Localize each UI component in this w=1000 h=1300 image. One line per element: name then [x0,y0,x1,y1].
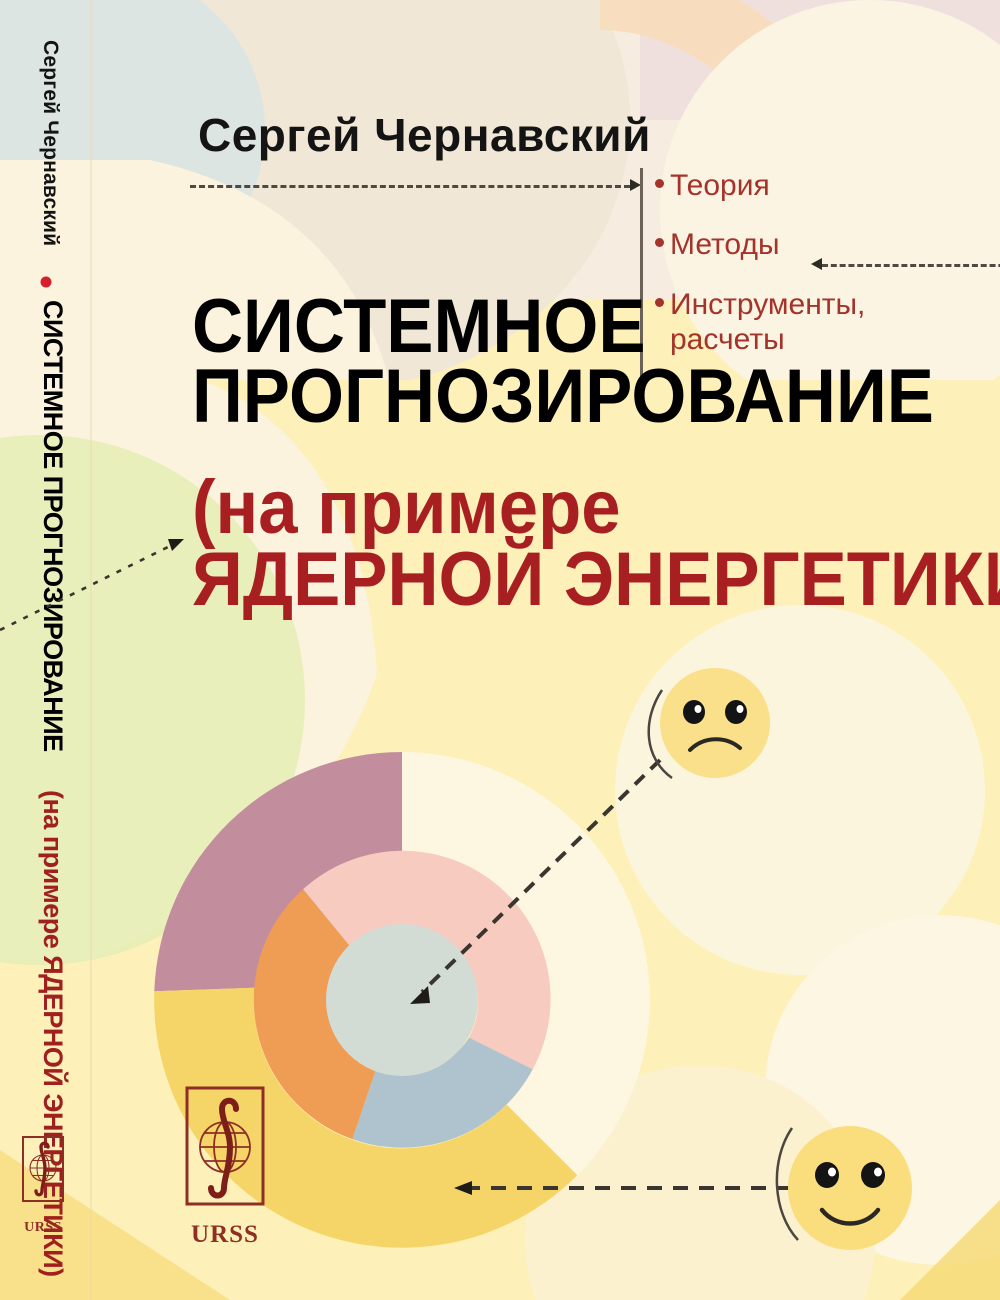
bullet-dot-icon [655,297,664,307]
dashed-arrow-author-head [630,179,641,191]
bullet-item-methods: Методы [655,227,865,262]
inner-slice-orange [253,889,377,1140]
spine-publisher-name: URSS [24,1220,62,1235]
author-name: Сергей Чернавский [198,109,651,161]
bullet-label: Теория [670,169,770,202]
book-subtitle: (на примере ЯДЕРНОЙ ЭНЕРГЕТИКИ) [192,465,1000,623]
bullet-label: Методы [670,228,780,262]
spine-title: СИСТЕМНОЕ ПРОГНОЗИРОВАНИЕ [38,300,68,752]
outer-slice-mauve [154,752,402,992]
front-publisher-name: URSS [191,1221,259,1248]
bullet-label: Инструменты, [670,287,866,321]
book-spine: Сергей Чернавский СИСТЕМНОЕ ПРОГНОЗИРОВА… [0,0,92,1300]
book-title: СИСТЕМНОЕ ПРОГНОЗИРОВАНИЕ [192,284,934,439]
title-line-2: ПРОГНОЗИРОВАНИЕ [192,353,934,439]
bullet-label-second-line: расчеты [670,323,785,357]
bullet-dot-icon [655,179,664,188]
spine-author: Сергей Чернавский [39,40,62,247]
dashed-arrow-author-line [190,185,630,188]
donut-hub [326,924,478,1076]
spine-publisher-logo: URSS [21,1135,65,1236]
dotted-arrow-right-head [168,539,184,551]
subtitle-line-2: ЯДЕРНОЙ ЭНЕРГЕТИКИ) [192,537,1000,623]
urss-logo-icon [22,1136,64,1202]
happy-face-icon [788,1126,912,1250]
spine-bullet-dot [40,276,52,288]
bullet-item-theory: Теория [655,168,865,203]
feature-bullet-list: Теория Методы Инструменты, расчеты [640,168,865,380]
sad-face-icon [660,668,770,778]
bullet-dot-icon [655,238,664,248]
bullet-item-tools: Инструменты, расчеты [655,287,865,358]
subtitle-line-1: (на примере [192,465,621,550]
urss-logo-icon [185,1086,265,1206]
dashed-arrow-tools-line [822,264,1000,267]
front-publisher-logo: URSS [184,1085,266,1249]
dashed-arrow-tools-head [811,258,822,270]
inner-slice-blue [352,1037,533,1148]
title-line-1: СИСТЕМНОЕ [192,284,646,369]
